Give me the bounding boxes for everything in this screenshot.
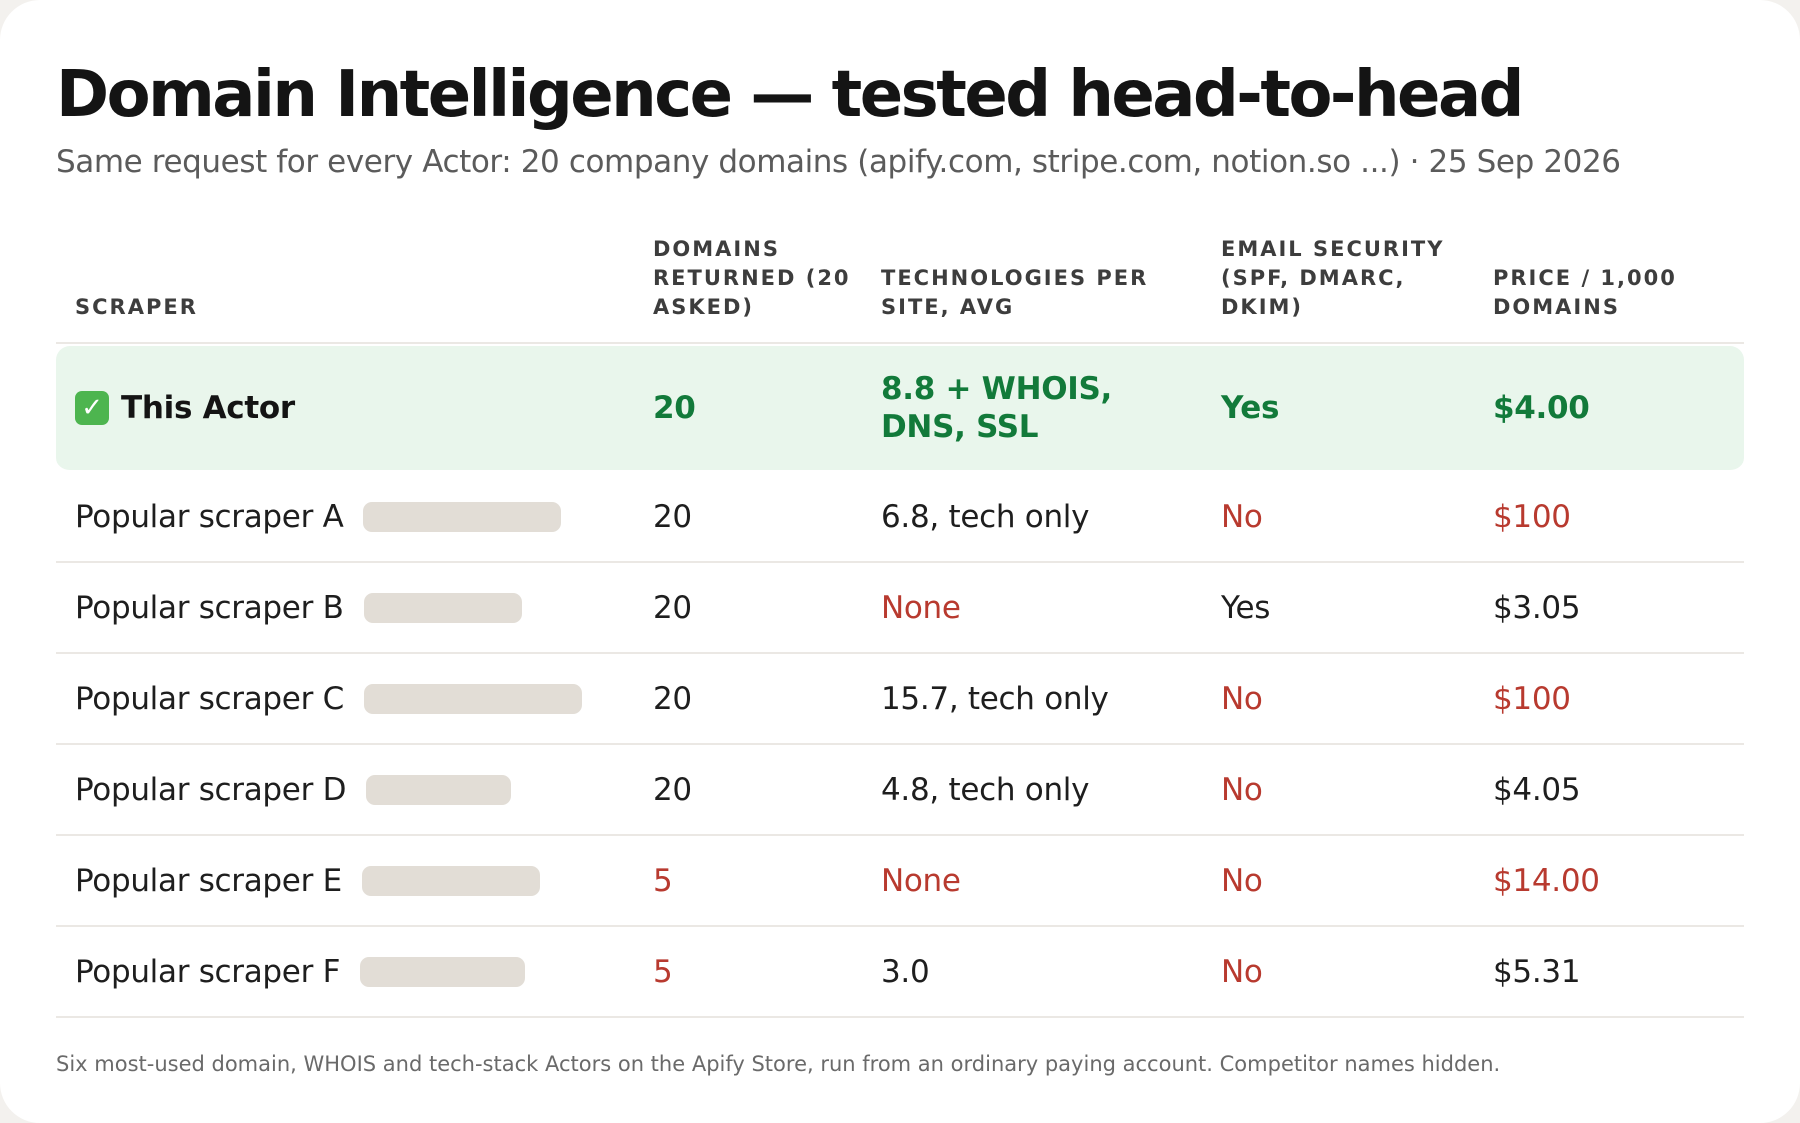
table-row: Popular scraper F 5 3.0 No $5.31	[56, 927, 1744, 1018]
email-security-cell: No	[1221, 680, 1263, 717]
header-email-security: EMAIL SECURITY (SPF, DMARC, DKIM)	[1221, 237, 1445, 319]
technologies-cell: None	[881, 589, 961, 626]
header-domains-returned: DOMAINS RETURNED (20 ASKED)	[653, 237, 851, 319]
scraper-name-cell: Popular scraper D	[75, 771, 512, 809]
price-cell: $14.00	[1493, 862, 1600, 899]
price-cell: $5.31	[1493, 953, 1581, 990]
redacted-name-bar	[363, 683, 582, 714]
email-security-cell: Yes	[1221, 589, 1271, 626]
scraper-name-cell: Popular scraper E	[75, 862, 540, 900]
domains-returned-cell: 20	[653, 589, 692, 626]
featured-tech: 8.8 + WHOIS, DNS, SSL	[881, 371, 1113, 445]
table-row: Popular scraper A 20 6.8, tech only No $…	[56, 472, 1744, 563]
scraper-name: Popular scraper D	[75, 771, 347, 808]
featured-email-security: Yes	[1221, 390, 1280, 426]
scraper-name-cell: Popular scraper C	[75, 680, 582, 718]
redacted-name-bar	[366, 774, 512, 805]
scraper-name: Popular scraper A	[75, 498, 344, 535]
page-subtitle: Same request for every Actor: 20 company…	[56, 144, 1621, 180]
comparison-table: SCRAPER DOMAINS RETURNED (20 ASKED) TECH…	[56, 232, 1744, 1018]
email-security-cell: No	[1221, 862, 1263, 899]
scraper-name-cell: Popular scraper A	[75, 498, 562, 536]
header-price: PRICE / 1,000 DOMAINS	[1493, 266, 1677, 319]
technologies-cell: 6.8, tech only	[881, 498, 1090, 535]
table-row: Popular scraper B 20 None Yes $3.05	[56, 563, 1744, 654]
table-header-row: SCRAPER DOMAINS RETURNED (20 ASKED) TECH…	[56, 232, 1744, 344]
scraper-name: Popular scraper C	[75, 680, 344, 717]
technologies-cell: 15.7, tech only	[881, 680, 1109, 717]
featured-row: ✓ This Actor 20 8.8 + WHOIS, DNS, SSL Ye…	[56, 346, 1744, 472]
domains-returned-cell: 20	[653, 498, 692, 535]
scraper-name-cell: Popular scraper F	[75, 953, 526, 991]
check-mark-icon: ✓	[75, 391, 109, 425]
domains-returned-cell: 20	[653, 680, 692, 717]
scraper-name: Popular scraper E	[75, 862, 342, 899]
email-security-cell: No	[1221, 771, 1263, 808]
redacted-name-bar	[361, 865, 540, 896]
footnote: Six most-used domain, WHOIS and tech-sta…	[56, 1052, 1501, 1076]
featured-price: $4.00	[1493, 390, 1590, 426]
competitor-rows: Popular scraper A 20 6.8, tech only No $…	[56, 472, 1744, 1018]
domains-returned-cell: 5	[653, 953, 673, 990]
price-cell: $100	[1493, 498, 1571, 535]
technologies-cell: 4.8, tech only	[881, 771, 1090, 808]
page-title: Domain Intelligence — tested head-to-hea…	[56, 58, 1524, 132]
scraper-name: Popular scraper B	[75, 589, 344, 626]
redacted-name-bar	[363, 501, 562, 532]
table-row: Popular scraper E 5 None No $14.00	[56, 836, 1744, 927]
header-technologies: TECHNOLOGIES PER SITE, AVG	[881, 266, 1149, 319]
price-cell: $100	[1493, 680, 1571, 717]
technologies-cell: 3.0	[881, 953, 930, 990]
table-row: Popular scraper C 20 15.7, tech only No …	[56, 654, 1744, 745]
scraper-name-cell: Popular scraper B	[75, 589, 522, 627]
email-security-cell: No	[1221, 953, 1263, 990]
price-cell: $4.05	[1493, 771, 1581, 808]
scraper-name: Popular scraper F	[75, 953, 341, 990]
featured-domains: 20	[653, 390, 696, 426]
table-row: Popular scraper D 20 4.8, tech only No $…	[56, 745, 1744, 836]
technologies-cell: None	[881, 862, 961, 899]
domains-returned-cell: 20	[653, 771, 692, 808]
featured-name: This Actor	[121, 390, 295, 426]
redacted-name-bar	[360, 956, 526, 987]
header-scraper: SCRAPER	[75, 295, 198, 319]
redacted-name-bar	[363, 592, 522, 623]
email-security-cell: No	[1221, 498, 1263, 535]
domains-returned-cell: 5	[653, 862, 673, 899]
featured-name-cell: ✓ This Actor	[75, 389, 295, 427]
price-cell: $3.05	[1493, 589, 1581, 626]
